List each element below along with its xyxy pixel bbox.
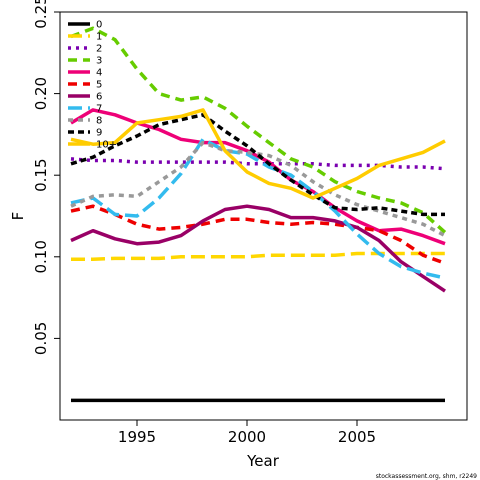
series-line-6 [70,204,446,293]
legend-label-5: 5 [96,80,102,91]
series-line-8 [70,140,446,238]
series-line-7 [70,137,446,280]
legend-label-6: 6 [96,92,102,103]
x-tick-label-1: 2000 [228,428,266,446]
y-tick-label-1: 0.10 [32,240,50,273]
series-line-1 [71,251,445,261]
y-tick-label-0: 0.05 [32,322,50,355]
y-tick-label-2: 0.15 [32,158,50,191]
y-tick-label-3: 0.20 [32,77,50,110]
legend-label-3: 3 [96,56,102,67]
legend-label-1: 1 [96,32,102,43]
plot-area-group [59,11,468,421]
series-layer [70,26,447,403]
y-axis-title: F [9,212,27,221]
series-line-10 [70,108,446,200]
credit-text: stockassessment.org, shm, r2249 [376,473,477,480]
legend-label-9: 9 [96,128,102,139]
x-axis: 1995 2000 2005 [118,420,376,446]
y-tick-label-4: 0.25 [32,0,50,29]
series-line-5 [70,204,446,265]
legend-label-7: 7 [96,104,102,115]
y-axis: 0.05 0.10 0.15 0.20 0.25 [32,0,60,355]
legend-label-4: 4 [96,68,102,79]
legend-label-0: 0 [96,20,102,31]
legend-label-8: 8 [96,116,102,127]
legend-label-10: 10+ [96,140,117,151]
x-tick-label-0: 1995 [118,428,156,446]
series-line-3 [70,26,447,234]
x-axis-title: Year [246,452,280,470]
series-line-9 [70,113,445,217]
plot-frame [59,11,468,421]
legend-label-2: 2 [96,44,102,55]
x-tick-label-2: 2005 [338,428,376,446]
